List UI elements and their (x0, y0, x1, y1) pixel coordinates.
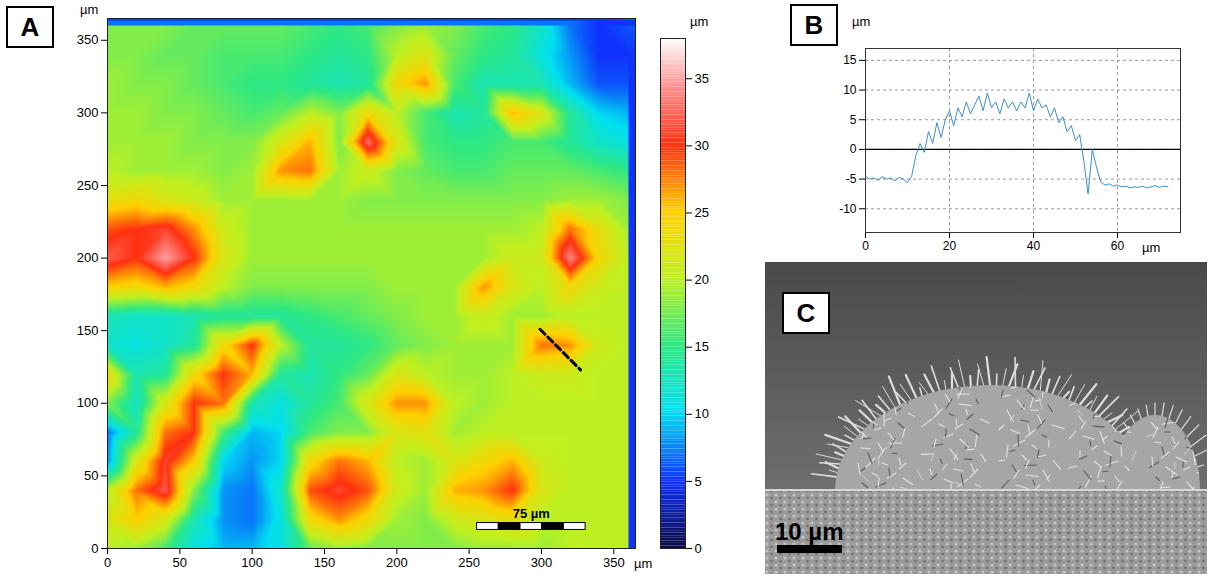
svg-text:0: 0 (695, 541, 702, 556)
svg-text:75 µm: 75 µm (513, 506, 550, 521)
svg-text:100: 100 (241, 555, 263, 570)
html-text:C: C (796, 297, 816, 328)
svg-text:10: 10 (695, 406, 709, 421)
svg-text:150: 150 (77, 323, 99, 338)
svg-text:35: 35 (695, 71, 709, 86)
svg-text:20: 20 (695, 272, 709, 287)
html-text:µm: µm (690, 14, 709, 29)
svg-text:350: 350 (77, 32, 99, 47)
svg-text:150: 150 (314, 555, 336, 570)
svg-text:40: 40 (1027, 239, 1041, 253)
svg-text:250: 250 (458, 555, 480, 570)
svg-text:30: 30 (695, 138, 709, 153)
svg-text:50: 50 (84, 468, 98, 483)
html-text:µm: µm (80, 2, 99, 17)
svg-text:20: 20 (943, 239, 957, 253)
svg-text:15: 15 (695, 339, 709, 354)
svg-text:300: 300 (531, 555, 553, 570)
svg-text:0: 0 (91, 541, 98, 556)
svg-text:15: 15 (843, 53, 857, 67)
html-text:B: B (804, 9, 824, 40)
svg-text:200: 200 (386, 555, 408, 570)
svg-text:-10: -10 (839, 202, 857, 216)
html-text:µm: µm (634, 556, 653, 571)
html-text:µm: µm (1142, 240, 1161, 255)
html-text:µm: µm (852, 14, 871, 29)
svg-text:0: 0 (850, 142, 857, 156)
svg-text:250: 250 (77, 178, 99, 193)
svg-text:10: 10 (843, 83, 857, 97)
svg-text:10 µm: 10 µm (775, 518, 844, 545)
svg-text:5: 5 (850, 113, 857, 127)
svg-text:5: 5 (695, 474, 702, 489)
html-text:A: A (20, 11, 40, 42)
svg-text:60: 60 (1111, 239, 1125, 253)
svg-text:300: 300 (77, 105, 99, 120)
svg-text:-5: -5 (846, 172, 857, 186)
svg-text:0: 0 (104, 555, 111, 570)
svg-text:0: 0 (862, 239, 869, 253)
svg-text:25: 25 (695, 205, 709, 220)
svg-text:200: 200 (77, 250, 99, 265)
svg-text:50: 50 (173, 555, 187, 570)
svg-text:100: 100 (77, 395, 99, 410)
svg-text:350: 350 (603, 555, 625, 570)
